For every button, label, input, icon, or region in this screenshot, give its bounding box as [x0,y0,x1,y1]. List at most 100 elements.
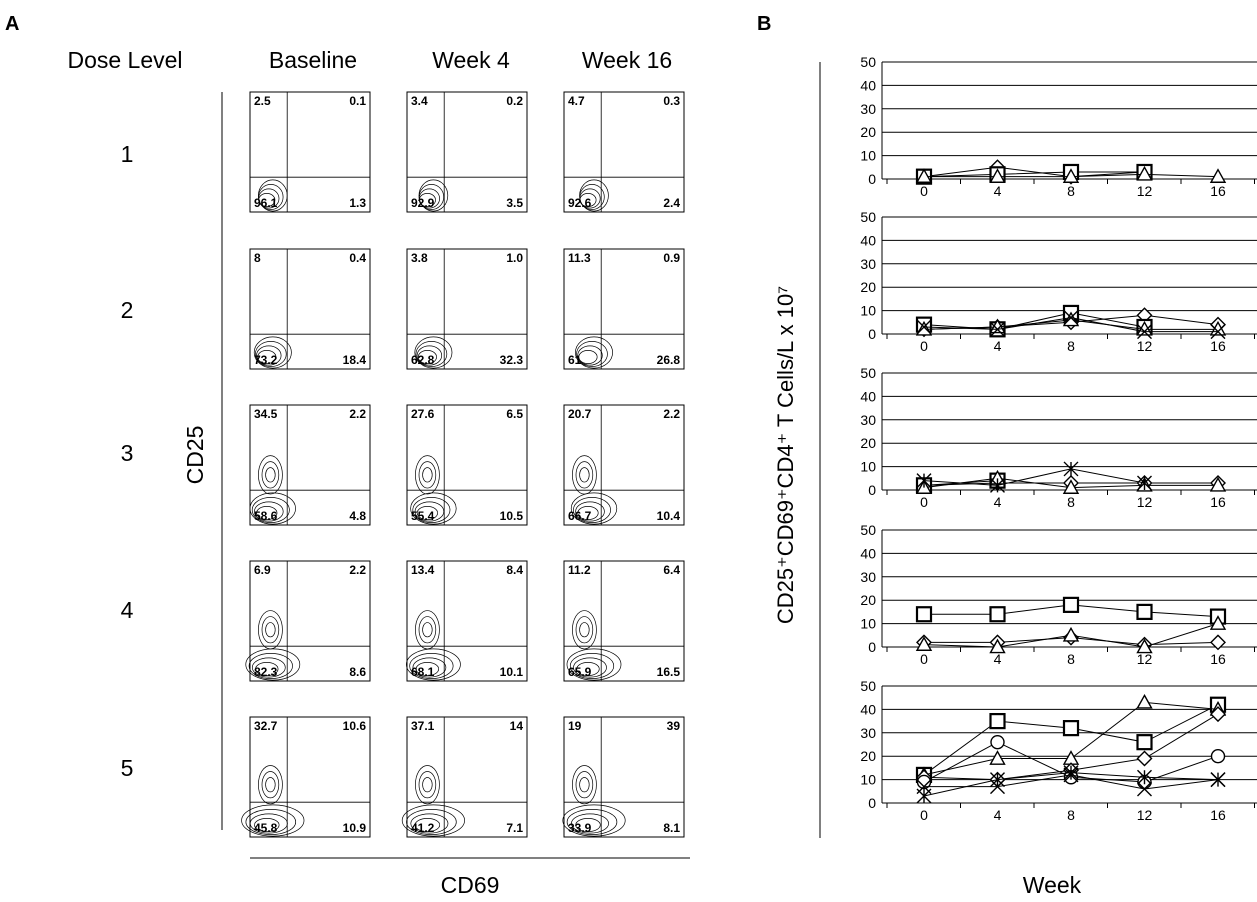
contour-line [571,813,609,834]
y-tick-label: 20 [860,592,876,608]
data-series [916,461,1152,493]
quadrant-lr-value: 10.4 [657,509,681,523]
contour-line [575,616,594,644]
quadrant-ur-value: 2.2 [663,407,680,421]
star-marker [1063,461,1079,477]
dose-level-3: 3 [121,440,134,466]
x-tick-label: 0 [920,183,928,199]
y-tick-label: 0 [868,326,876,342]
quadrant-ll-value: 41.2 [411,821,435,835]
triangle-marker [1062,479,1080,494]
contour-line [418,179,449,212]
contour-line [418,461,437,489]
x-tick-label: 16 [1210,494,1226,510]
triangle-marker [1136,638,1153,654]
quadrant-lr-value: 10.1 [500,665,524,679]
contour-line [570,492,618,525]
quadrant-ur-value: 6.4 [663,563,680,577]
line-panel: 0 10 20 30 40 50 0 4 8 12 16 [860,54,1257,199]
facs-plot: 4.7 0.3 92.6 2.4 [563,91,685,213]
quadrant-ll-value: 65.9 [568,665,592,679]
facs-plot-frame [249,404,371,526]
x-marker [916,319,932,335]
contour-line [258,179,288,212]
y-tick-label: 10 [860,459,876,475]
y-tick-label: 30 [860,256,876,272]
quadrant-ul-value: 34.5 [254,407,278,421]
dose-level-5: 5 [121,755,134,781]
quadrant-ll-value: 96.1 [254,196,278,210]
dose-level-2: 2 [121,297,134,323]
facs-plot-frame [249,248,371,370]
contour-line [412,657,447,678]
quadrant-ur-value: 2.2 [349,407,366,421]
contour-line [415,610,440,650]
x-tick-label: 4 [994,494,1002,510]
contour-line [415,455,440,495]
contour-line [417,350,437,364]
panel-b-y-axis-label: CD25⁺CD69⁺CD4⁺ T Cells/L x 10⁷ [773,286,798,624]
quadrant-lr-value: 7.1 [506,821,523,835]
contour-line [422,777,433,793]
contour-line [255,662,279,676]
y-tick-label: 10 [860,148,876,164]
facs-plot: 3.4 0.2 92.9 3.5 [406,91,528,213]
diamond-marker [1136,750,1153,767]
contour-line [579,777,590,793]
quadrant-lr-value: 3.5 [506,196,523,210]
facs-plot: 32.7 10.6 45.8 10.9 [241,716,371,838]
triangle-marker [989,638,1006,654]
facs-grid: 2.5 0.1 96.1 1.3 3.4 0.2 92.9 3.5 4.7 0.3 92.6 2.4 8… [241,91,685,838]
data-series [915,311,1227,336]
star-marker [1063,765,1079,781]
facs-plot: 13.4 8.4 68.1 10.1 [406,560,528,682]
x-tick-label: 16 [1210,338,1226,354]
contour-line [251,657,286,678]
triangle-marker [915,168,933,183]
contour-line [249,492,296,525]
contour-line [416,345,443,366]
quadrant-ur-value: 0.2 [506,94,523,108]
panel-b-letter: B [757,13,771,35]
quadrant-ul-value: 27.6 [411,407,435,421]
x-tick-label: 4 [994,807,1002,823]
facs-plot-frame [406,248,528,370]
quadrant-lr-value: 10.9 [343,821,367,835]
triangle-marker [1062,168,1080,183]
contour-line [414,336,453,369]
y-tick-label: 10 [860,772,876,788]
contour-line [248,653,293,679]
quadrant-ll-value: 61 [568,353,582,367]
series-line [923,171,1145,178]
contour-line [401,804,465,837]
y-tick-label: 0 [868,171,876,187]
y-tick-label: 40 [860,388,876,404]
y-tick-label: 50 [860,522,876,538]
contour-line [416,506,438,520]
square-marker [915,606,933,623]
contour-line [562,804,626,837]
facs-plot-frame [563,91,685,213]
column-header-week16: Week 16 [582,47,672,73]
quadrant-ll-value: 73.2 [254,353,278,367]
star-marker [1210,772,1226,788]
x-tick-label: 0 [920,338,928,354]
contour-line [575,501,605,522]
y-tick-label: 50 [860,209,876,225]
data-series [916,765,1226,804]
cd69-axis-label: CD69 [441,872,500,898]
quadrant-ll-value: 55.4 [411,509,435,523]
facs-plot-frame [249,91,371,213]
contour-line [257,350,277,364]
square-marker [1136,734,1153,751]
data-series [915,615,1227,654]
quadrant-ll-value: 82.3 [254,665,278,679]
quadrant-ul-value: 2.5 [254,94,271,108]
quadrant-ll-value: 33.9 [568,821,592,835]
quadrant-ur-value: 0.4 [349,251,366,265]
y-tick-label: 20 [860,435,876,451]
square-marker [1062,596,1080,613]
square-marker [1062,720,1080,737]
contour-line [575,461,594,489]
y-tick-label: 50 [860,54,876,70]
